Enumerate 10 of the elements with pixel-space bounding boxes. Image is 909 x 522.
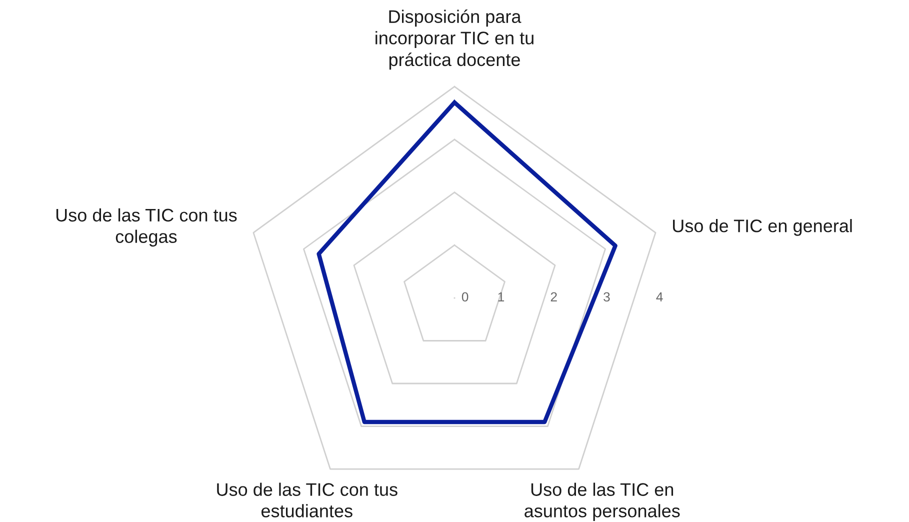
y-tick-label: 2 bbox=[550, 292, 557, 302]
spoke-label: Disposición para incorporar TIC en tu práctica docente bbox=[376, 10, 534, 70]
y-tick-label: 1 bbox=[498, 292, 504, 302]
spoke-label: Uso de las TIC con tus colegas bbox=[56, 208, 237, 247]
spoke-label: Uso de TIC en general bbox=[673, 219, 852, 236]
spoke-label: Uso de las TIC en asuntos personales bbox=[524, 482, 680, 521]
spoke-label: Uso de las TIC con tus estudiantes bbox=[217, 482, 398, 518]
y-tick-label: 4 bbox=[656, 292, 663, 302]
y-tick-label: 0 bbox=[462, 292, 468, 302]
y-tick-label: 3 bbox=[604, 292, 610, 302]
